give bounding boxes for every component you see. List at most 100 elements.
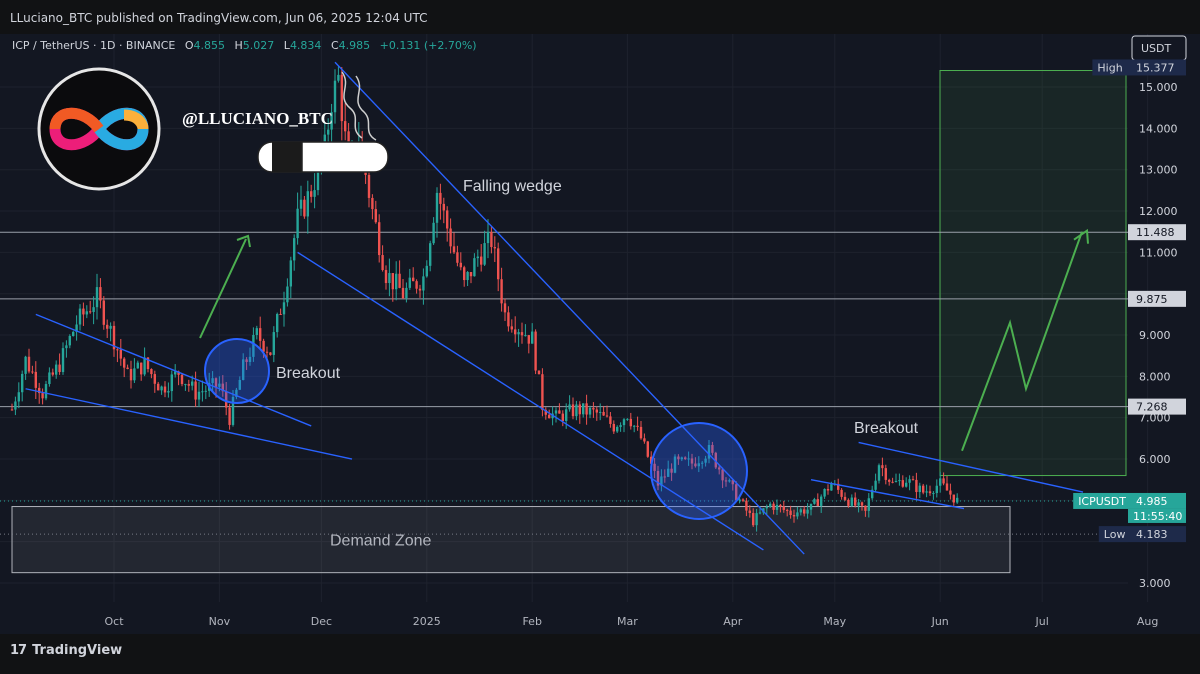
candle-body [442,203,445,211]
candle-body [826,488,830,491]
candle-body [809,503,813,510]
candle-body [840,489,843,497]
legend-c-label: C [331,39,339,52]
legend-change: +0.131 (+2.70%) [380,39,477,52]
candle-body [150,369,153,375]
candle-body [293,238,296,261]
candle-body [667,468,670,477]
candle-body [44,384,48,399]
time-axis[interactable]: Oct Nov Dec 2025 Feb Mar Apr May Jun Jul Aug [104,615,1158,628]
small-wedge-lower [810,478,965,510]
candle-body [429,243,432,266]
high-tag-value: 15.377 [1136,61,1175,74]
candle-body [932,493,935,495]
level-2-tag-value-box [1128,290,1186,307]
candle-body [952,494,955,503]
candle-body [694,463,697,467]
candle-body [670,468,673,473]
candle-body [163,386,167,393]
demand-zone-box [11,506,1011,574]
candle-body [276,314,279,333]
candle-body [299,199,303,209]
candle-body [41,393,44,399]
horizontal-levels [0,231,1128,535]
x-tick-label: May [823,615,846,628]
author-handle: @LLUCIANO_BTC [182,109,333,128]
candle-body [517,332,520,335]
candle-body [643,438,646,442]
y-tick-label: 12.000 [1139,205,1178,218]
candle-body [731,480,734,485]
candle-body [439,192,442,204]
candle-body [633,425,636,427]
candle-body [843,496,847,500]
candle-body [106,324,109,329]
candle-body [259,328,262,341]
candle-body [316,160,320,191]
candle-body [585,403,588,415]
breakout-label-left: Breakout [276,365,341,382]
candle-body [541,374,544,410]
publisher-bar [0,0,1200,34]
currency-button[interactable]: USDT [1131,35,1187,61]
candle-body [306,191,309,217]
x-tick-label: Apr [723,615,743,628]
candle-body [537,370,541,375]
candle-body [289,260,292,287]
candle-body [877,465,881,481]
tradingview-logo[interactable]: 17 TradingView [10,643,122,658]
high-tag-label-box [1092,59,1128,76]
candle-body [480,256,483,265]
small-wedge-upper [858,441,1084,493]
candle-body [51,372,54,375]
price-axis[interactable]: 3.000 6.000 7.000 8.000 9.000 11.000 12.000 13.… [1139,81,1178,590]
candle-body [422,276,425,291]
candle-body [697,463,700,467]
candle-body [500,279,503,304]
candle-body [922,485,925,493]
legend-o: 4.855 [194,39,226,52]
countdown-box [1128,508,1186,523]
candle-body [874,480,877,490]
candle-body [344,121,347,132]
candle-body [626,418,629,420]
candle-body [187,384,190,386]
candle-body [21,373,24,393]
candle-body [333,80,337,113]
candle-body [446,210,449,229]
trendlines [25,61,1084,555]
candle-body [497,248,500,280]
level-1-tag-value-box [1128,224,1186,241]
candle-body [595,409,598,413]
candle-body [857,502,860,506]
price-tags: High 15.377 11.488 9.875 7.268 ICPUSDT 4.985 11… [1073,59,1186,543]
cigar-doodle [257,71,389,173]
candle-body [381,255,384,271]
candle-body [561,413,564,421]
candle-body [112,325,116,350]
candle-body [180,374,184,385]
candle-body [956,497,959,503]
candle-body [514,329,517,335]
candle-body [837,483,840,490]
candle-body [656,470,660,486]
x-tick-label: Mar [617,615,638,628]
candle-body [748,510,751,514]
candle-body [588,407,592,415]
candle-body [231,396,235,425]
candle-body [92,307,95,313]
candle-body [803,509,806,514]
candle-body [296,208,299,239]
candle-body [796,512,799,517]
candle-body [136,362,139,369]
candle-body [544,409,547,415]
candle-body [735,484,738,501]
candle-body [622,419,626,426]
candle-body [310,191,313,197]
candle-body [609,416,612,424]
legend-h: 5.027 [243,39,275,52]
candle-body [789,510,792,515]
candle-body [248,356,252,362]
level-3-tag-value-box [1128,398,1186,415]
